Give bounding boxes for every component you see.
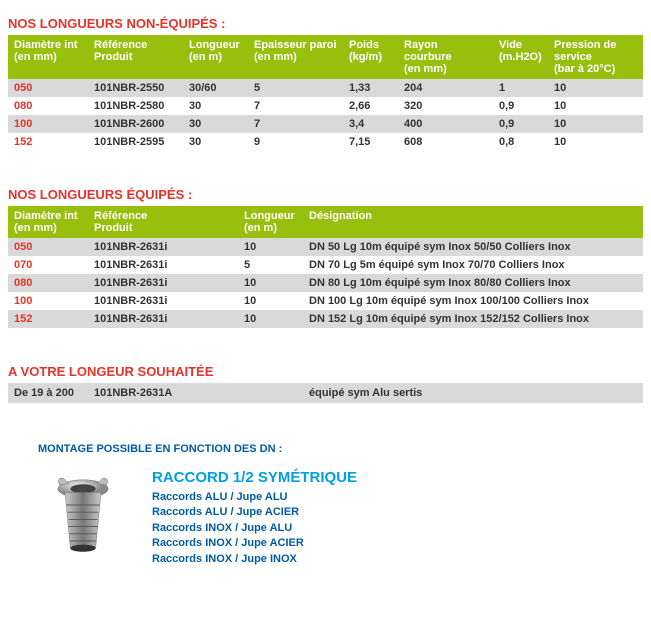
cell-th: 9 — [248, 133, 343, 151]
cell-desc: DN 70 Lg 5m équipé sym Inox 70/70 Collie… — [303, 256, 643, 274]
cell-press: 10 — [548, 133, 643, 151]
cell-diam: 100 — [8, 292, 88, 310]
custom-ref: 101NBR-2631A — [88, 383, 238, 403]
fitting-line: Raccords ALU / Jupe ACIER — [152, 505, 357, 520]
cell-th: 7 — [248, 97, 343, 115]
fitting-line: Raccords INOX / Jupe ACIER — [152, 536, 357, 551]
cell-diam: 100 — [8, 115, 88, 133]
cell-vac: 0,8 — [493, 133, 548, 151]
custom-row: De 19 à 200 101NBR-2631A équipé sym Alu … — [8, 383, 643, 403]
cell-vac: 0,9 — [493, 115, 548, 133]
section3-title: A VOTRE LONGEUR SOUHAITÉE — [8, 364, 643, 379]
custom-desc: équipé sym Alu sertis — [303, 383, 643, 403]
cell-diam: 152 — [8, 310, 88, 328]
table-row: 152101NBR-2631i10DN 152 Lg 10m équipé sy… — [8, 310, 643, 328]
cell-weight: 7,15 — [343, 133, 398, 151]
cell-diam: 050 — [8, 238, 88, 256]
table-row: 080101NBR-25803072,663200,910 — [8, 97, 643, 115]
table1-header-row: Diamètre int(en mm) RéférenceProduit Lon… — [8, 35, 643, 79]
cell-weight: 1,33 — [343, 79, 398, 97]
cell-len: 10 — [238, 292, 303, 310]
section2-title: NOS LONGUEURS ÉQUIPÉS : — [8, 187, 643, 202]
cell-ref: 101NBR-2631i — [88, 292, 238, 310]
table-row: 152101NBR-25953097,156080,810 — [8, 133, 643, 151]
cell-ref: 101NBR-2580 — [88, 97, 183, 115]
section1-title: NOS LONGUEURS NON-ÉQUIPÉS : — [8, 16, 643, 31]
cell-vac: 0,9 — [493, 97, 548, 115]
cell-len: 30 — [183, 115, 248, 133]
fitting-line: Raccords ALU / Jupe ALU — [152, 490, 357, 505]
custom-diam: De 19 à 200 — [8, 383, 88, 403]
fitting-line: Raccords INOX / Jupe ALU — [152, 521, 357, 536]
cell-ref: 101NBR-2631i — [88, 256, 238, 274]
table-equipes: Diamètre int(en mm) RéférenceProduit Lon… — [8, 206, 643, 328]
cell-ref: 101NBR-2631i — [88, 310, 238, 328]
cell-weight: 3,4 — [343, 115, 398, 133]
cell-ref: 101NBR-2595 — [88, 133, 183, 151]
cell-press: 10 — [548, 79, 643, 97]
cell-th: 5 — [248, 79, 343, 97]
cell-vac: 1 — [493, 79, 548, 97]
cell-diam: 080 — [8, 274, 88, 292]
cell-ref: 101NBR-2631i — [88, 274, 238, 292]
cell-press: 10 — [548, 97, 643, 115]
cell-len: 10 — [238, 310, 303, 328]
cell-ref: 101NBR-2600 — [88, 115, 183, 133]
cell-len: 10 — [238, 238, 303, 256]
fitting-image — [38, 469, 128, 562]
cell-press: 10 — [548, 115, 643, 133]
cell-ref: 101NBR-2631i — [88, 238, 238, 256]
fitting-line: Raccords INOX / Jupe INOX — [152, 552, 357, 567]
cell-radius: 320 — [398, 97, 493, 115]
table-row: 050101NBR-255030/6051,33204110 — [8, 79, 643, 97]
table-row: 070101NBR-2631i5DN 70 Lg 5m équipé sym I… — [8, 256, 643, 274]
cell-desc: DN 152 Lg 10m équipé sym Inox 152/152 Co… — [303, 310, 643, 328]
table-row: 050101NBR-2631i10DN 50 Lg 10m équipé sym… — [8, 238, 643, 256]
table-row: 080101NBR-2631i10DN 80 Lg 10m équipé sym… — [8, 274, 643, 292]
cell-desc: DN 80 Lg 10m équipé sym Inox 80/80 Colli… — [303, 274, 643, 292]
fitting-heading: RACCORD 1/2 SYMÉTRIQUE — [152, 469, 357, 486]
cell-radius: 204 — [398, 79, 493, 97]
cell-th: 7 — [248, 115, 343, 133]
cell-len: 5 — [238, 256, 303, 274]
cell-diam: 050 — [8, 79, 88, 97]
cell-len: 30 — [183, 97, 248, 115]
cell-desc: DN 50 Lg 10m équipé sym Inox 50/50 Colli… — [303, 238, 643, 256]
cell-desc: DN 100 Lg 10m équipé sym Inox 100/100 Co… — [303, 292, 643, 310]
cell-diam: 152 — [8, 133, 88, 151]
cell-ref: 101NBR-2550 — [88, 79, 183, 97]
table-non-equipes: Diamètre int(en mm) RéférenceProduit Lon… — [8, 35, 643, 151]
cell-weight: 2,66 — [343, 97, 398, 115]
cell-len: 30/60 — [183, 79, 248, 97]
montage-title: MONTAGE POSSIBLE EN FONCTION DES DN : — [38, 443, 643, 455]
cell-diam: 080 — [8, 97, 88, 115]
cell-diam: 070 — [8, 256, 88, 274]
table-custom: De 19 à 200 101NBR-2631A équipé sym Alu … — [8, 383, 643, 403]
cell-len: 10 — [238, 274, 303, 292]
table-row: 100101NBR-2631i10DN 100 Lg 10m équipé sy… — [8, 292, 643, 310]
table2-header-row: Diamètre int(en mm) RéférenceProduit Lon… — [8, 206, 643, 238]
cell-radius: 400 — [398, 115, 493, 133]
cell-len: 30 — [183, 133, 248, 151]
table-row: 100101NBR-26003073,44000,910 — [8, 115, 643, 133]
cell-radius: 608 — [398, 133, 493, 151]
